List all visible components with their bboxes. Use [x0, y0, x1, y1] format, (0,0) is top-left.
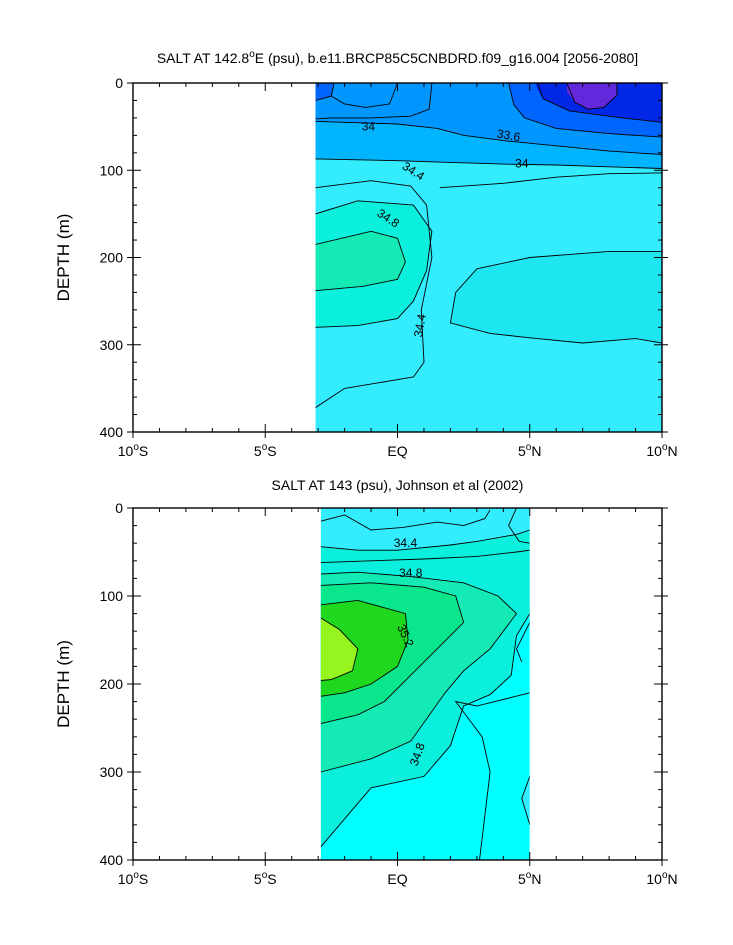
contour-line-6	[449, 250, 662, 344]
contour-label-1: 34.8	[399, 566, 423, 580]
x-tick-label-2: EQ	[387, 871, 407, 887]
contour-line-0	[320, 529, 530, 551]
contour-line-7	[320, 617, 359, 681]
contour-line-3	[320, 571, 518, 773]
chart-panel-top: 34 33.6 34 34.4 34.8 34.4 10oS 5oS EQ 5oN 10oN 0 100…	[0, 0, 733, 472]
contour-line-10	[454, 692, 530, 860]
x-tick-label-4: 10oN	[646, 442, 677, 459]
x-tick-label-2: EQ	[387, 443, 407, 459]
chart-title: SALT AT 142.8oE (psu), b.e11.BRCP85C5CNB…	[157, 49, 638, 66]
contour-region-5	[320, 618, 358, 681]
chart-title: SALT AT 143 (psu), Johnson et al (2002)	[272, 477, 524, 493]
y-tick-label-1: 100	[100, 162, 124, 178]
y-tick-label-2: 200	[100, 250, 124, 266]
svg-text:34.8: 34.8	[399, 566, 423, 580]
svg-text:34.4: 34.4	[411, 313, 429, 339]
x-tick-label-0: 10oS	[118, 870, 148, 887]
contour-line-9	[516, 622, 530, 663]
contour-region-11	[315, 231, 406, 291]
contour-line-8	[508, 83, 662, 138]
contour-line-10	[566, 83, 618, 110]
x-tick-label-1: 5oS	[254, 870, 277, 887]
contour-label-1: 33.6	[496, 126, 522, 144]
contour-line-4	[315, 200, 433, 328]
y-tick-label-4: 400	[100, 852, 124, 868]
contour-field: 34.434.835.234.8	[320, 508, 530, 860]
contour-line-11	[521, 776, 530, 825]
y-tick-label-0: 0	[115, 500, 123, 516]
y-tick-label-3: 300	[100, 337, 124, 353]
svg-text:33.6: 33.6	[496, 126, 522, 144]
y-tick-label-3: 300	[100, 764, 124, 780]
contour-line-7	[315, 83, 433, 120]
contour-line-3	[439, 172, 662, 189]
contour-line-8	[320, 613, 530, 848]
svg-text:34: 34	[362, 120, 376, 134]
contour-line-12	[331, 83, 398, 108]
x-tick-label-1: 5oS	[254, 442, 277, 459]
contour-line-5	[315, 230, 406, 292]
contour-label-0: 34	[362, 120, 376, 134]
x-tick-label-4: 10oN	[646, 870, 677, 887]
x-tick-label-3: 5oN	[518, 870, 541, 887]
contour-line-5	[320, 582, 465, 725]
chart-panel-bottom: 34.4 34.8 35.2 34.8 10oS 5oS EQ 5oN 10oN 0 100 200 3…	[0, 472, 733, 944]
y-axis-label: DEPTH (m)	[54, 214, 73, 302]
svg-text:34: 34	[515, 156, 529, 170]
contour-label-5: 34.4	[411, 313, 429, 339]
y-tick-label-0: 0	[115, 75, 123, 91]
contour-region-9	[450, 251, 662, 343]
contour-line-0	[315, 120, 662, 155]
y-tick-label-1: 100	[100, 588, 124, 604]
x-tick-label-3: 5oN	[518, 442, 541, 459]
contour-line-9	[537, 83, 662, 123]
y-tick-label-4: 400	[100, 424, 124, 440]
contour-region-6	[315, 83, 432, 119]
contour-line-1	[320, 509, 491, 531]
contour-line-1	[315, 158, 662, 169]
contour-region-0	[320, 508, 530, 551]
x-tick-label-0: 10oS	[118, 442, 148, 459]
contour-region-6	[521, 776, 530, 825]
y-tick-label-2: 200	[100, 676, 124, 692]
contour-region-5	[315, 83, 334, 101]
contour-label-2: 34	[515, 156, 529, 170]
contour-label-0: 34.4	[394, 536, 418, 550]
contour-line-6	[320, 599, 409, 697]
contour-line-2	[508, 508, 530, 544]
svg-text:34.4: 34.4	[394, 536, 418, 550]
contour-line-4	[320, 549, 530, 564]
contour-line-2	[315, 180, 433, 408]
contour-region-4	[566, 83, 617, 110]
y-axis-label: DEPTH (m)	[54, 640, 73, 728]
